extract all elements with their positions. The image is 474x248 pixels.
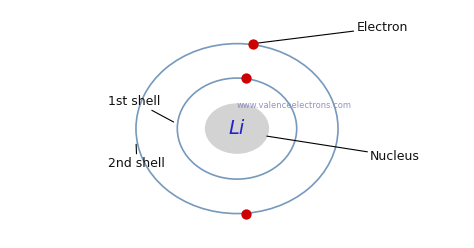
Point (249, 42, 257, 46)
Point (242, 76, 250, 80)
Text: www.valenceelectrons.com: www.valenceelectrons.com (237, 101, 352, 110)
Text: Li: Li (229, 119, 245, 138)
Text: 1st shell: 1st shell (109, 94, 173, 122)
Text: 2nd shell: 2nd shell (109, 144, 165, 170)
Ellipse shape (205, 103, 269, 154)
Text: Electron: Electron (257, 21, 408, 43)
Point (242, 212, 250, 216)
Text: Nucleus: Nucleus (267, 136, 420, 163)
